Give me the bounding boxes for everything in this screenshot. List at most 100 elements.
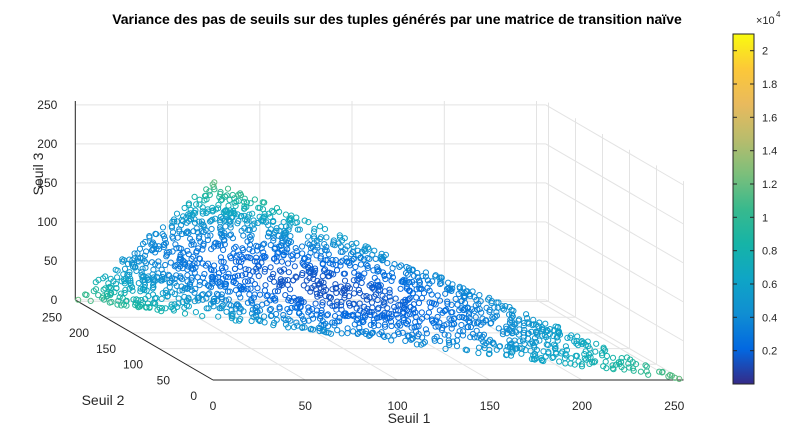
data-point xyxy=(102,273,109,280)
data-point xyxy=(578,338,586,345)
data-point xyxy=(294,252,301,259)
data-point xyxy=(377,282,384,289)
data-point xyxy=(149,239,156,246)
data-point xyxy=(139,265,146,272)
data-point xyxy=(336,318,343,325)
data-point xyxy=(506,341,513,348)
data-point xyxy=(386,286,393,293)
data-point xyxy=(354,247,361,254)
data-point xyxy=(131,250,138,257)
data-point xyxy=(313,252,320,259)
data-point xyxy=(423,330,430,337)
data-point xyxy=(195,218,203,225)
data-point xyxy=(205,305,212,312)
data-point xyxy=(230,277,238,284)
data-point xyxy=(351,290,358,297)
data-point xyxy=(284,246,291,253)
data-point xyxy=(554,337,561,344)
data-point xyxy=(138,296,145,304)
data-point xyxy=(302,255,309,262)
data-point xyxy=(173,210,181,217)
data-point xyxy=(203,209,210,217)
data-point xyxy=(176,228,183,235)
data-point xyxy=(359,328,366,335)
data-point xyxy=(261,319,268,326)
data-point xyxy=(270,237,277,244)
data-point xyxy=(266,306,273,314)
data-point xyxy=(200,221,207,229)
data-point xyxy=(246,211,253,218)
data-point xyxy=(155,262,162,269)
data-point xyxy=(261,313,268,320)
data-point xyxy=(502,303,509,310)
data-point xyxy=(118,290,125,297)
data-point xyxy=(247,285,254,292)
data-point xyxy=(178,283,185,290)
data-point xyxy=(287,233,294,240)
data-point xyxy=(306,262,314,269)
data-point xyxy=(454,301,461,308)
data-point xyxy=(103,290,111,297)
data-point xyxy=(215,292,222,299)
data-point xyxy=(449,309,456,316)
data-point xyxy=(530,321,537,328)
data-point xyxy=(585,342,592,350)
colorbar-gradient xyxy=(732,33,755,385)
data-point xyxy=(321,226,329,233)
data-point xyxy=(188,287,195,294)
data-point xyxy=(536,319,543,326)
data-point xyxy=(264,292,271,299)
data-point xyxy=(356,307,363,314)
data-point xyxy=(364,262,371,269)
data-point xyxy=(276,304,283,311)
data-point xyxy=(276,267,283,274)
data-point xyxy=(471,334,478,341)
data-point xyxy=(143,304,150,311)
y-tick-label: 200 xyxy=(69,326,89,340)
data-point xyxy=(222,223,229,230)
data-point xyxy=(158,308,165,315)
grid-line xyxy=(259,299,398,381)
data-point xyxy=(388,277,395,284)
data-point xyxy=(356,300,363,307)
data-point xyxy=(521,326,528,334)
data-point xyxy=(211,262,218,269)
data-point xyxy=(236,309,243,316)
data-point xyxy=(253,268,260,275)
data-point xyxy=(225,296,232,303)
data-point xyxy=(105,284,112,291)
data-point xyxy=(556,358,563,365)
data-point xyxy=(282,211,289,218)
data-point xyxy=(386,289,393,296)
colorbar-tick-label: 0.8 xyxy=(762,246,777,258)
data-point xyxy=(399,329,406,336)
data-point xyxy=(280,219,287,226)
data-point xyxy=(95,292,102,299)
data-point xyxy=(400,309,407,316)
data-point xyxy=(187,235,194,242)
data-point xyxy=(385,310,393,317)
data-point xyxy=(460,293,467,300)
data-point xyxy=(609,362,616,369)
data-point xyxy=(171,218,178,225)
data-point xyxy=(554,323,562,331)
data-point xyxy=(134,250,141,257)
data-point xyxy=(370,319,378,326)
data-point xyxy=(442,345,449,352)
data-point xyxy=(155,246,162,253)
data-point xyxy=(377,313,384,320)
data-point xyxy=(135,297,142,304)
data-point xyxy=(362,330,369,337)
data-point xyxy=(274,250,281,257)
data-point xyxy=(237,294,244,301)
data-point xyxy=(215,274,222,281)
data-point xyxy=(299,243,306,250)
data-point xyxy=(322,257,329,264)
data-point xyxy=(527,347,534,354)
colorbar-tick-label: 1.4 xyxy=(762,146,777,158)
data-point xyxy=(237,315,244,323)
data-point xyxy=(215,240,222,247)
data-point xyxy=(309,326,317,333)
data-point xyxy=(449,285,456,292)
data-point xyxy=(377,253,384,260)
